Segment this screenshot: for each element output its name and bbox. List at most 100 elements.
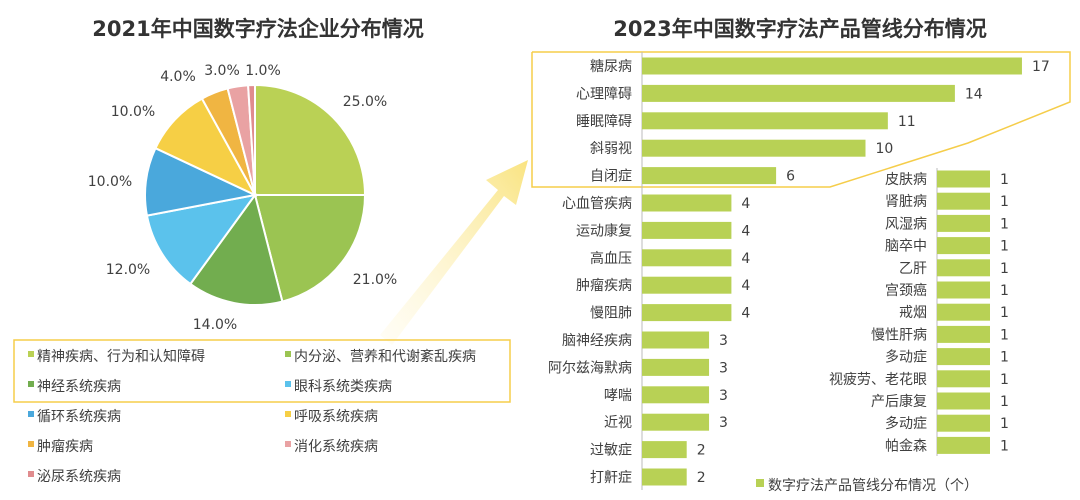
bar <box>642 386 710 404</box>
bar <box>642 468 687 486</box>
bar <box>937 214 990 232</box>
bar-value-label: 1 <box>1000 172 1009 188</box>
bar-category-label: 打鼾症 <box>590 469 632 486</box>
bar-value-label: 1 <box>1000 283 1009 299</box>
bar-value-label: 1 <box>1000 261 1009 277</box>
bar-category-label: 睡眠障碍 <box>576 114 632 130</box>
legend-swatch <box>28 411 34 417</box>
legend-item: 神经系统疾病 <box>37 379 121 395</box>
bar <box>642 194 732 212</box>
legend-item: 精神疾病、行为和认知障碍 <box>37 348 205 365</box>
bar-category-label: 多动症 <box>885 415 927 432</box>
bar <box>937 259 990 277</box>
legend-highlight-box <box>13 339 511 403</box>
bar-value-label: 6 <box>786 169 795 185</box>
legend-item: 肿瘤疾病 <box>37 438 93 455</box>
bar-value-label: 1 <box>1000 327 1009 343</box>
legend-swatch <box>28 381 34 387</box>
bar <box>937 392 990 410</box>
bar-category-label: 视疲劳、老花眼 <box>829 371 927 388</box>
bar-value-label: 1 <box>1000 438 1009 454</box>
bar-value-label: 1 <box>1000 194 1009 210</box>
bar-category-label: 过敏症 <box>590 443 632 459</box>
bar <box>937 237 990 255</box>
bar <box>937 414 990 432</box>
bar-category-label: 近视 <box>604 415 632 431</box>
bar-legend-label: 数字疗法产品管线分布情况（个） <box>768 478 978 494</box>
pie-slice <box>188 192 284 306</box>
bar-value-label: 1 <box>1000 350 1009 366</box>
bar-legend-swatch <box>756 479 764 487</box>
bar-value-label: 1 <box>1000 372 1009 388</box>
bar-category-label: 心血管疾病 <box>562 196 632 212</box>
bar-category-label: 慢阻肺 <box>590 305 632 322</box>
bar-value-label: 3 <box>719 415 728 431</box>
bar-category-label: 自闭症 <box>590 169 632 185</box>
bar-value-label: 2 <box>697 443 706 459</box>
bar-value-label: 1 <box>1000 239 1009 255</box>
bar-value-label: 3 <box>719 360 728 376</box>
legend-swatch <box>285 381 291 387</box>
pie-data-label: 10.0% <box>111 104 155 120</box>
bar <box>642 249 732 267</box>
bar <box>642 276 732 294</box>
bar-category-label: 乙肝 <box>899 261 927 277</box>
bar <box>937 303 990 321</box>
pie-data-label: 25.0% <box>343 94 387 110</box>
bar-value-label: 2 <box>697 470 706 486</box>
pie-data-label: 12.0% <box>106 262 150 278</box>
bar-value-label: 17 <box>1032 59 1050 75</box>
bar-value-label: 10 <box>876 141 894 157</box>
pie-data-label: 4.0% <box>160 69 196 85</box>
bar-value-label: 1 <box>1000 216 1009 232</box>
bar <box>937 192 990 210</box>
pie-slice <box>247 83 256 196</box>
bar-value-label: 4 <box>741 251 750 267</box>
bar-value-label: 14 <box>965 86 983 102</box>
bar <box>642 331 710 349</box>
bar-category-label: 阿尔兹海默病 <box>548 360 632 376</box>
bar <box>642 167 777 185</box>
bar <box>937 170 990 188</box>
bar <box>642 304 732 322</box>
bar-value-label: 1 <box>1000 394 1009 410</box>
bar-category-label: 脑卒中 <box>885 239 927 255</box>
bar <box>937 370 990 388</box>
bar-category-label: 宫颈癌 <box>885 283 927 299</box>
bar <box>937 348 990 366</box>
bar-category-label: 风湿病 <box>885 216 927 232</box>
bar-category-label: 肿瘤疾病 <box>576 277 632 294</box>
pie-slice <box>253 194 367 303</box>
bar-value-label: 4 <box>741 223 750 239</box>
bar-value-label: 4 <box>741 306 750 322</box>
bar <box>642 413 710 431</box>
bar-category-label: 糖尿病 <box>590 59 632 75</box>
bar-category-label: 斜弱视 <box>590 141 632 157</box>
legend-swatch <box>28 471 34 477</box>
bar-category-label: 哮喘 <box>604 387 632 404</box>
bar-category-label: 高血压 <box>590 250 632 267</box>
pie-slice <box>145 193 258 286</box>
bar-category-label: 脑神经疾病 <box>562 333 632 349</box>
bar-value-label: 11 <box>898 114 916 130</box>
bar-value-label: 4 <box>741 278 750 294</box>
bar <box>937 281 990 299</box>
bar <box>642 221 732 239</box>
legend-item: 眼科系统类疾病 <box>294 379 392 395</box>
legend-swatch <box>28 441 34 447</box>
pie-chart <box>144 83 367 306</box>
bar-value-label: 3 <box>719 333 728 349</box>
bar-category-label: 多动症 <box>885 349 927 366</box>
bar-value-label: 3 <box>719 388 728 404</box>
legend-item: 消化系统疾病 <box>294 439 378 455</box>
bar-category-label: 产后康复 <box>871 393 927 410</box>
bar-category-label: 心理障碍 <box>576 86 632 102</box>
bar-category-label: 肾脏病 <box>885 194 927 210</box>
bar-value-label: 1 <box>1000 305 1009 321</box>
pie-data-label: 1.0% <box>245 63 281 79</box>
pie-data-label: 3.0% <box>204 63 240 79</box>
pie-labels: 25.0% 21.0% 14.0% 12.0% 10.0% 10.0% 4.0% 3.0% 1.… <box>88 63 397 333</box>
